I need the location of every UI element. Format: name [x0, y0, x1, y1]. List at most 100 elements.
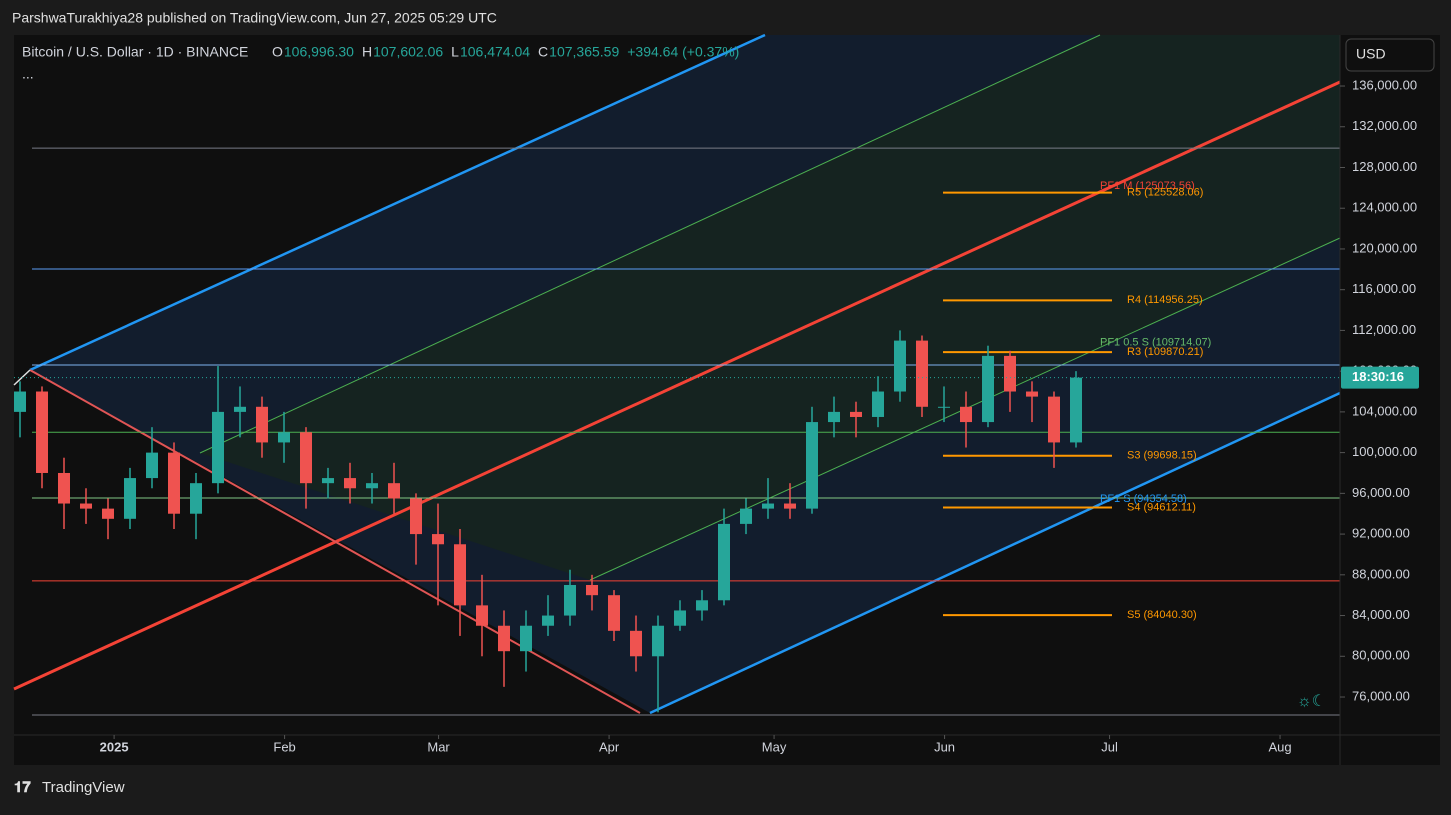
candle-body — [982, 355, 994, 423]
candle-body — [740, 508, 752, 524]
candle-body — [212, 411, 224, 484]
pitchfork-level-label: PF1 0.5 S (109714.07) — [1100, 337, 1211, 349]
ohlc-value: 107,365.59 — [549, 44, 619, 60]
pitchfork-median — [13, 80, 1341, 691]
candle-body — [916, 340, 928, 407]
candle-body — [498, 625, 510, 652]
candle-body — [366, 483, 378, 489]
footer-logo: TradingView — [42, 779, 125, 796]
x-tick-label: Mar — [427, 739, 450, 754]
pivot-level-label: S4 (94612.11) — [1127, 501, 1196, 513]
pitchfork-level-label: PF1 M (125073.56) — [1100, 180, 1195, 192]
y-tick-label: 80,000.00 — [1352, 648, 1410, 663]
attribution: ParshwaTurakhiya28 published on TradingV… — [12, 10, 497, 26]
candle-body — [146, 452, 158, 479]
currency-button[interactable] — [1345, 38, 1435, 72]
y-tick-label: 124,000.00 — [1352, 200, 1417, 215]
candle-body — [300, 432, 312, 484]
candle-body — [564, 585, 576, 616]
y-tick-label: 132,000.00 — [1352, 118, 1417, 133]
y-tick-label: 116,000.00 — [1352, 281, 1416, 296]
more-indicator[interactable]: ... — [22, 66, 34, 82]
pivot-level-label: S5 (84040.30) — [1127, 609, 1197, 621]
candle-body — [1004, 355, 1016, 392]
y-tick-label: 84,000.00 — [1352, 607, 1410, 622]
ohlc-legend: O 106,996.30 H 107,602.06 L 106,474.04 C 107,36… — [272, 44, 739, 60]
candle-body — [784, 503, 796, 509]
x-tick-label: 2025 — [100, 739, 129, 754]
x-tick-label: Feb — [273, 739, 295, 754]
y-tick-label: 120,000.00 — [1352, 240, 1417, 255]
candle-body — [1048, 396, 1060, 443]
candle-body — [696, 600, 708, 611]
x-tick-label: May — [762, 739, 787, 754]
currency-label: USD — [1356, 46, 1386, 62]
candle-body — [652, 625, 664, 657]
y-tick-label: 76,000.00 — [1352, 688, 1410, 703]
pitchfork-level-label: PF1 S (94354.58) — [1100, 493, 1187, 505]
session-icon: ☼☾ — [1297, 693, 1326, 710]
candle-body — [630, 630, 642, 657]
candle-body — [1026, 391, 1038, 397]
y-tick-label: 128,000.00 — [1352, 159, 1417, 174]
y-tick-label: 88,000.00 — [1352, 566, 1410, 581]
plot-layer: PF1 M (125073.56)R5 (125528.06) R4 (11495… — [14, 147, 1340, 716]
candle-body — [718, 523, 730, 601]
y-tick-label: 96,000.00 — [1352, 485, 1410, 500]
candle-body — [454, 544, 466, 606]
candle-body — [586, 585, 598, 596]
candle-body — [388, 483, 400, 499]
candle-body — [608, 595, 620, 631]
x-tick-label: Jun — [934, 739, 955, 754]
y-tick-label: 104,000.00 — [1352, 403, 1417, 418]
ohlc-value: 106,474.04 — [460, 44, 530, 60]
pitchfork-half-upper — [199, 34, 1101, 454]
pivot-level-label: R5 (125528.06) — [1127, 187, 1203, 199]
y-tick-label: 112,000.00 — [1352, 322, 1416, 337]
pitchfork-inner-zone — [200, 35, 1340, 580]
logo-mark: 𝟏𝟕 — [14, 779, 31, 796]
countdown: 18:30:16 — [1352, 369, 1404, 384]
y-tick-label: 92,000.00 — [1352, 526, 1410, 541]
pitchfork-lower — [649, 391, 1341, 715]
ohlc-value: 107,602.06 — [373, 44, 443, 60]
candle-body — [14, 391, 26, 412]
candle-body — [850, 411, 862, 417]
candle-body — [344, 478, 356, 489]
pivot-level-label: R4 (114956.25) — [1127, 294, 1203, 306]
candle-body — [542, 615, 554, 626]
candle-body — [674, 610, 686, 626]
ohlc-key: L — [451, 44, 459, 60]
y-tick-label: 136,000.00 — [1352, 77, 1417, 92]
symbol-title: Bitcoin / U.S. Dollar · 1D · BINANCE — [22, 44, 248, 60]
ohlc-key: C — [538, 44, 548, 60]
candle-body — [58, 472, 70, 504]
candle-body — [806, 422, 818, 509]
candle-body — [322, 478, 334, 484]
last-price-tag — [1341, 366, 1419, 389]
candle-body — [872, 391, 884, 417]
pitchfork-handle — [29, 369, 641, 714]
candle-body — [432, 534, 444, 545]
candle-body — [520, 625, 532, 652]
ohlc-value: 106,996.30 — [284, 44, 354, 60]
candle-body — [190, 483, 202, 514]
x-tick-label: Jul — [1101, 739, 1118, 754]
candle-body — [234, 406, 246, 412]
x-tick-label: Aug — [1268, 739, 1291, 754]
candle-body — [410, 498, 422, 535]
candle-body — [1070, 377, 1082, 443]
candle-body — [102, 508, 114, 519]
candle-body — [938, 406, 950, 408]
candle-body — [762, 503, 774, 509]
change: +394.64 (+0.37%) — [627, 44, 739, 60]
candle-body — [36, 391, 48, 473]
pitchfork-upper — [29, 33, 766, 372]
candle-body — [168, 452, 180, 514]
pivot-level-label: S3 (99698.15) — [1127, 450, 1197, 462]
candle-body — [894, 340, 906, 392]
candle-body — [256, 406, 268, 443]
candle-body — [278, 432, 290, 443]
